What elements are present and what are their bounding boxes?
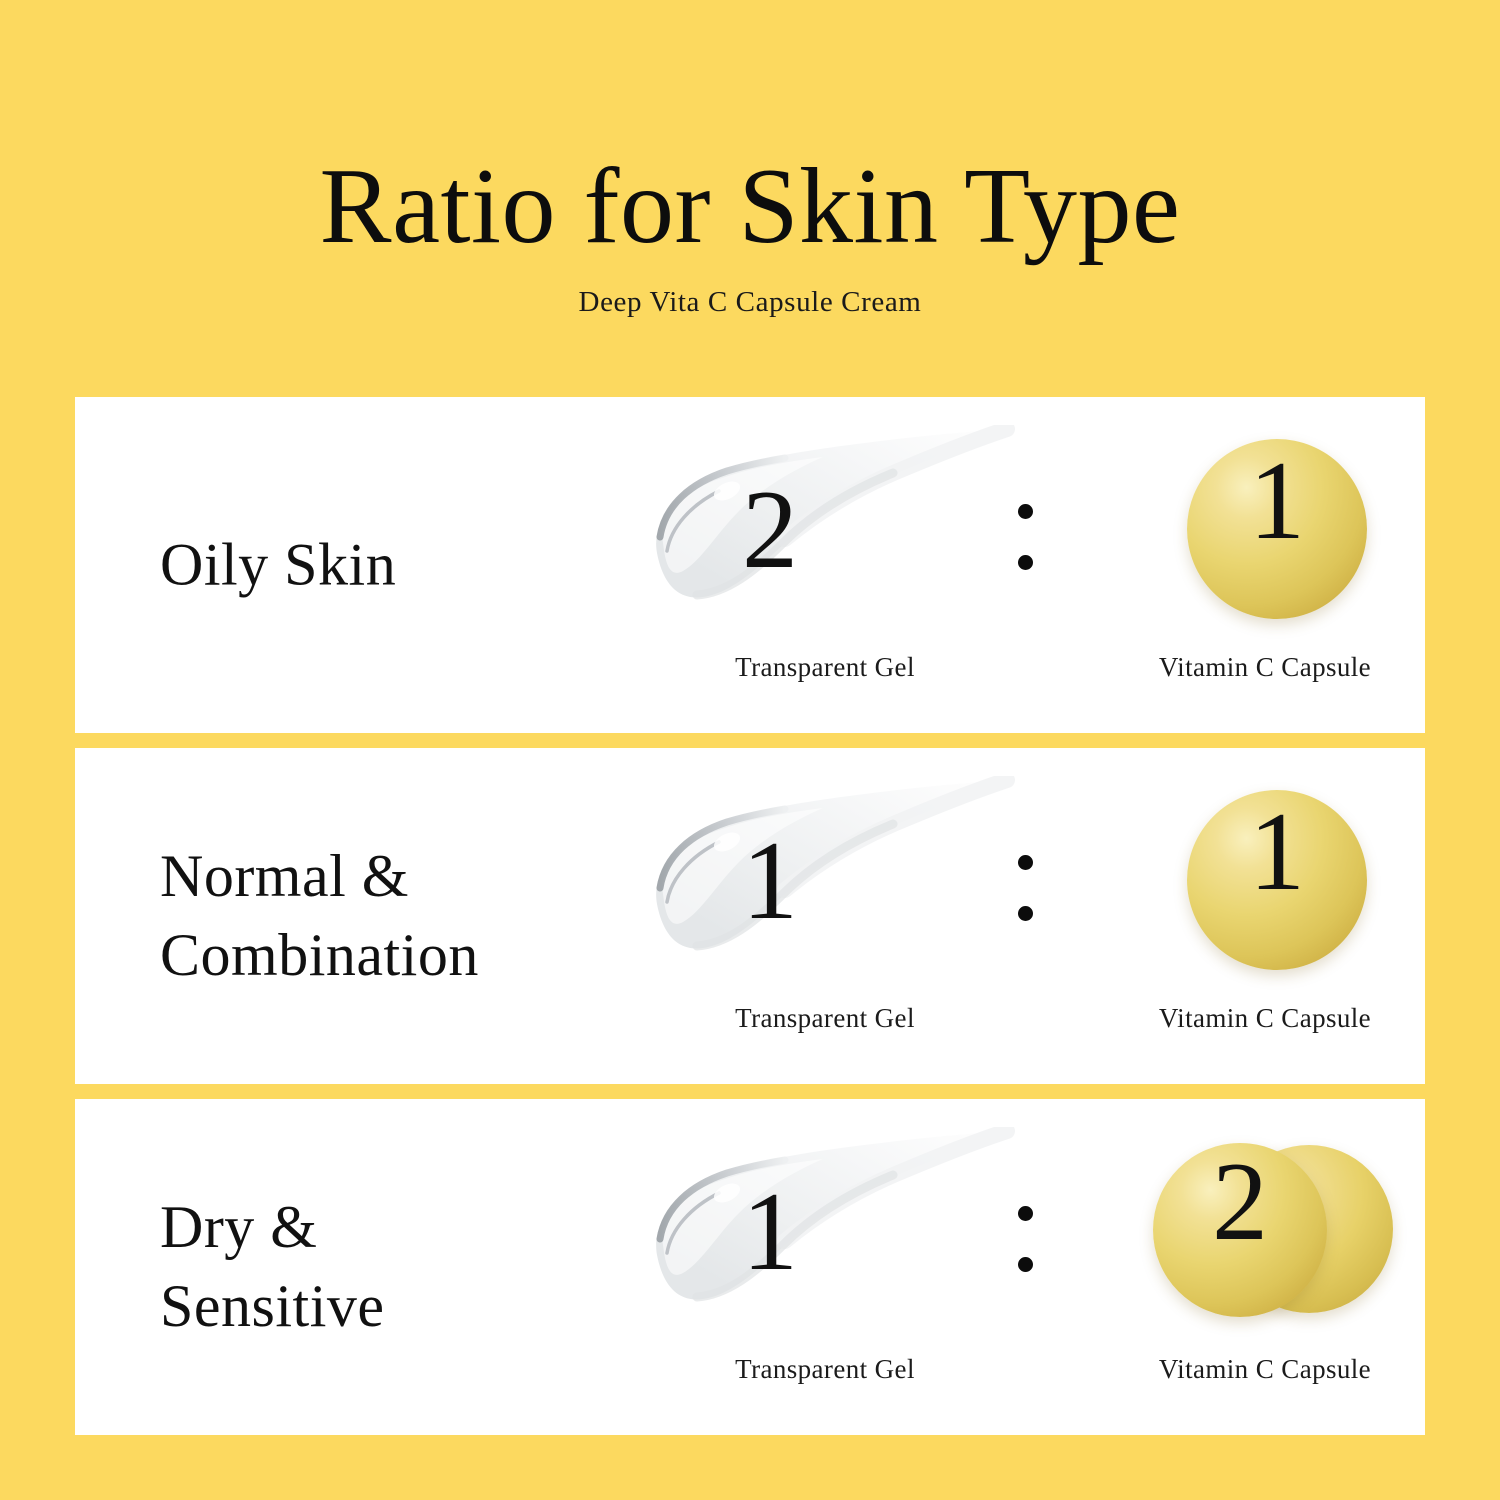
colon-dot-lower-icon bbox=[1017, 555, 1033, 570]
vitamin-c-capsule-icon bbox=[1075, 776, 1455, 986]
ratio-row-normal-combination: Normal & Combination bbox=[75, 748, 1425, 1084]
capsule-amount: 1 bbox=[1249, 790, 1305, 914]
gel-amount: 1 bbox=[742, 819, 798, 943]
gel-group: 1 Transparent Gel bbox=[635, 1099, 1015, 1435]
capsule-group: 1 Vitamin C Capsule bbox=[1075, 397, 1455, 733]
vitamin-c-capsule-icon bbox=[1075, 425, 1455, 635]
ratio-separator bbox=[1005, 504, 1045, 570]
ratio-row-dry-sensitive: Dry & Sensitive bbox=[75, 1099, 1425, 1435]
ratio-separator bbox=[1005, 855, 1045, 921]
capsule-amount: 2 bbox=[1212, 1140, 1268, 1264]
gel-caption: Transparent Gel bbox=[735, 1003, 915, 1033]
capsule-sphere bbox=[1187, 790, 1367, 970]
ratio-separator bbox=[1005, 1206, 1045, 1272]
transparent-gel-swatch-icon bbox=[635, 425, 1015, 635]
gel-caption: Transparent Gel bbox=[735, 1354, 915, 1384]
skin-type-label: Dry & Sensitive bbox=[160, 1193, 385, 1339]
page-title: Ratio for Skin Type bbox=[319, 147, 1181, 266]
page-header: Ratio for Skin Type Deep Vita C Capsule … bbox=[0, 0, 1500, 397]
capsule-caption: Vitamin C Capsule bbox=[1158, 1003, 1372, 1033]
transparent-gel-swatch-icon bbox=[635, 776, 1015, 986]
capsule-group: 2 Vitamin C Capsule bbox=[1075, 1099, 1455, 1435]
colon-dot-lower-icon bbox=[1017, 906, 1033, 921]
ratio-card-list: Oily Skin bbox=[75, 397, 1425, 1435]
ratio-row-oily-skin: Oily Skin bbox=[75, 397, 1425, 733]
capsule-group: 1 Vitamin C Capsule bbox=[1075, 748, 1455, 1084]
capsule-sphere-front bbox=[1153, 1143, 1327, 1317]
transparent-gel-swatch-icon bbox=[635, 1127, 1015, 1337]
gel-amount: 2 bbox=[742, 468, 798, 592]
colon-dot-lower-icon bbox=[1017, 1257, 1033, 1272]
colon-dot-upper-icon bbox=[1017, 1206, 1033, 1221]
vitamin-c-capsule-icon bbox=[1075, 1127, 1455, 1337]
colon-dot-upper-icon bbox=[1017, 855, 1033, 870]
capsule-caption: Vitamin C Capsule bbox=[1158, 652, 1372, 682]
gel-group: 2 Transparent Gel bbox=[635, 397, 1015, 733]
gel-group: 1 Transparent Gel bbox=[635, 748, 1015, 1084]
colon-dot-upper-icon bbox=[1017, 504, 1033, 519]
skin-type-label: Oily Skin bbox=[160, 531, 397, 598]
capsule-sphere bbox=[1187, 439, 1367, 619]
page-subtitle: Deep Vita C Capsule Cream bbox=[578, 286, 922, 319]
gel-amount: 1 bbox=[742, 1170, 798, 1294]
capsule-caption: Vitamin C Capsule bbox=[1158, 1354, 1372, 1384]
gel-caption: Transparent Gel bbox=[735, 652, 915, 682]
capsule-amount: 1 bbox=[1249, 439, 1305, 563]
skin-type-label: Normal & Combination bbox=[160, 842, 479, 988]
